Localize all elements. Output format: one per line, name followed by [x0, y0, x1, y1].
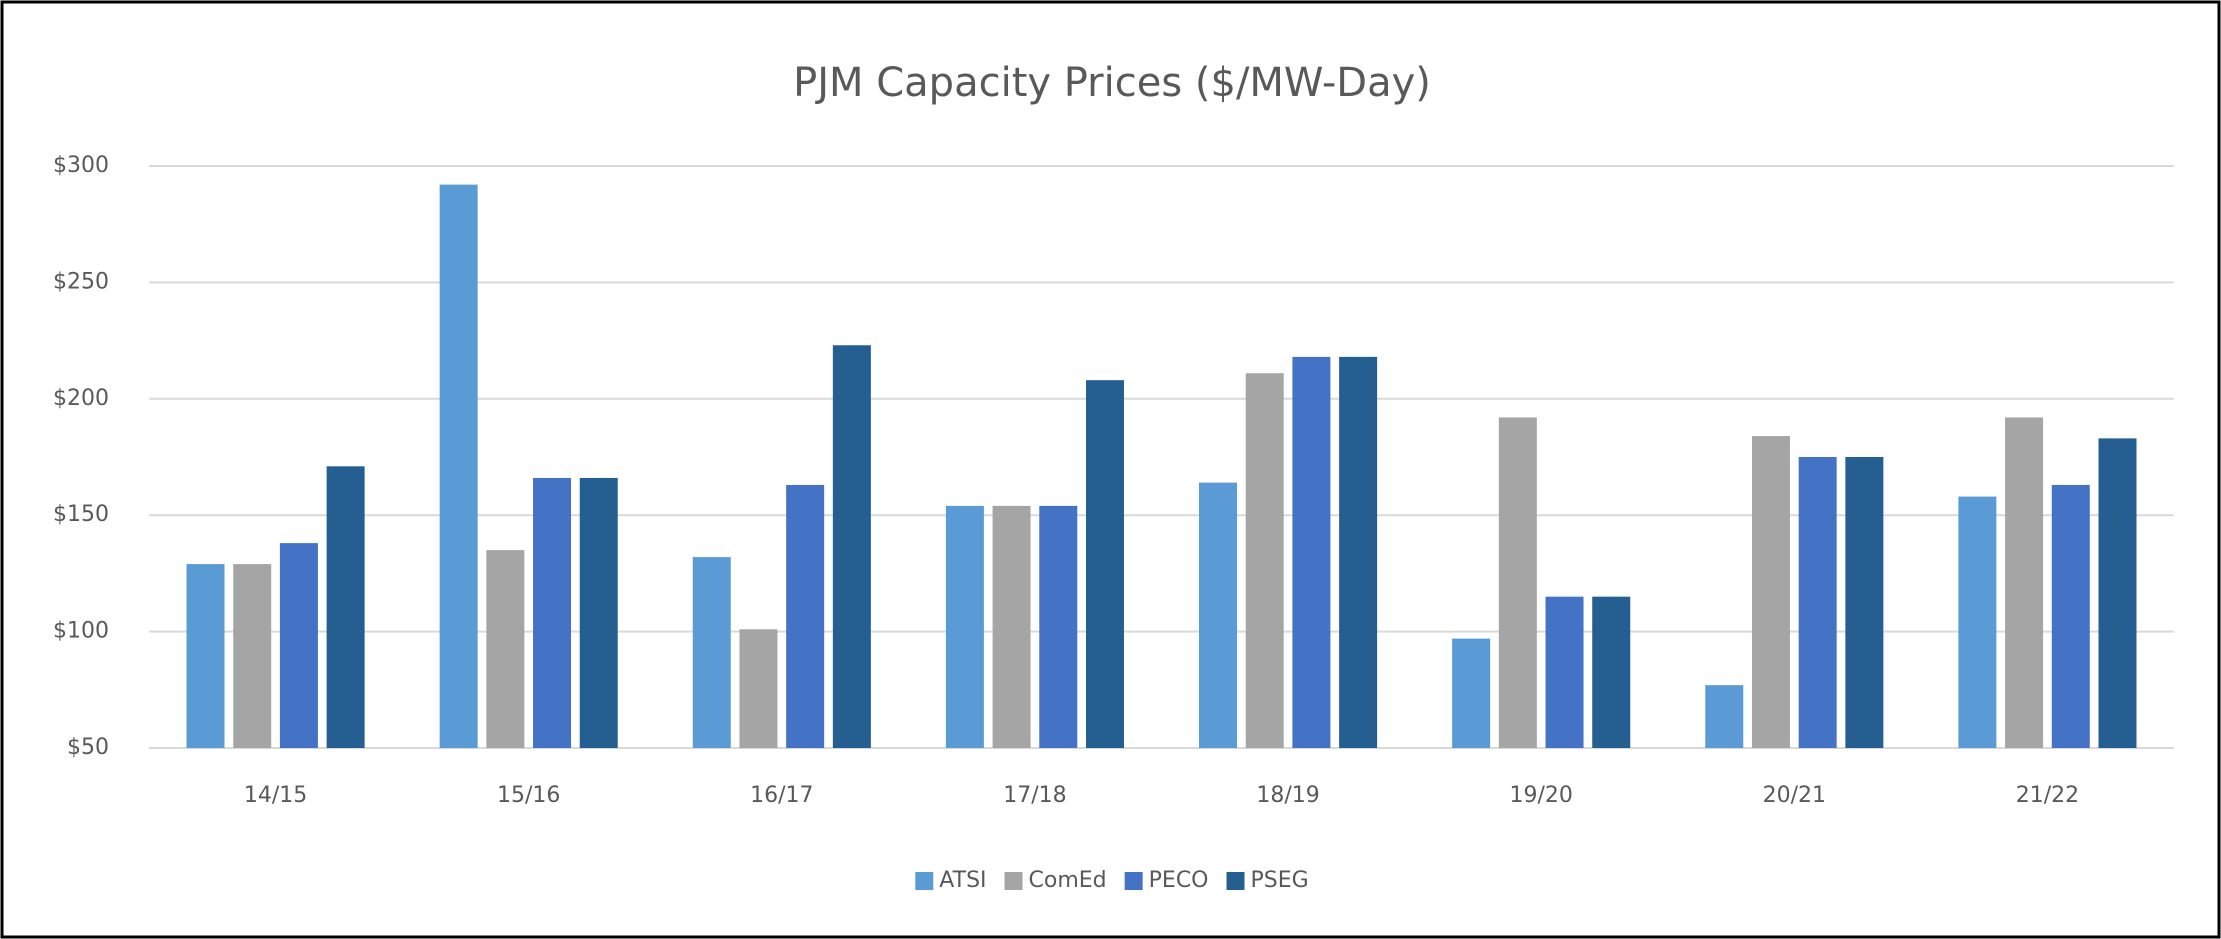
- x-tick-label: 14/15: [244, 783, 307, 808]
- bar: [1199, 482, 1238, 748]
- bar: [1751, 436, 1790, 748]
- legend-swatch: [915, 872, 934, 890]
- bar: [832, 345, 871, 748]
- legend-swatch: [1124, 872, 1143, 890]
- legend-label: ATSI: [939, 868, 986, 893]
- legend-label: ComEd: [1029, 868, 1107, 893]
- bar: [1705, 685, 1744, 748]
- legend-label: PSEG: [1251, 868, 1309, 893]
- y-tick-label: $250: [53, 269, 109, 294]
- bar: [233, 564, 272, 748]
- x-tick-label: 20/21: [1763, 783, 1826, 808]
- y-tick-label: $300: [53, 153, 109, 178]
- bar: [2005, 417, 2044, 748]
- x-tick-label: 21/22: [2016, 783, 2079, 808]
- bar: [945, 505, 984, 748]
- bar: [279, 543, 318, 748]
- bar: [1039, 505, 1078, 748]
- bar: [533, 477, 572, 748]
- bar: [1498, 417, 1537, 748]
- bar: [1452, 638, 1491, 748]
- bar: [1085, 380, 1124, 748]
- bar: [579, 477, 618, 748]
- bar: [1798, 457, 1837, 748]
- bar: [1245, 373, 1284, 748]
- bar: [786, 484, 825, 748]
- bar: [2098, 438, 2137, 748]
- y-tick-label: $150: [53, 502, 109, 527]
- bar: [739, 629, 778, 748]
- x-tick-label: 15/16: [497, 783, 560, 808]
- bar: [692, 557, 731, 748]
- x-tick-label: 19/20: [1509, 783, 1572, 808]
- x-tick-label: 18/19: [1256, 783, 1319, 808]
- bar: [1845, 457, 1884, 748]
- legend-label: PECO: [1149, 868, 1209, 893]
- chart-title: PJM Capacity Prices ($/MW-Day): [793, 60, 1431, 106]
- y-tick-label: $200: [53, 386, 109, 411]
- bar: [1545, 596, 1584, 748]
- x-tick-label: 17/18: [1003, 783, 1066, 808]
- x-tick-label: 16/17: [750, 783, 813, 808]
- bar: [1592, 596, 1631, 748]
- bar: [439, 184, 478, 748]
- bar: [486, 550, 525, 748]
- bar: [186, 564, 225, 748]
- bar: [2051, 484, 2090, 748]
- legend-swatch: [1226, 872, 1245, 890]
- y-tick-label: $100: [53, 619, 109, 644]
- bar: [1958, 496, 1997, 748]
- bar: [326, 466, 365, 748]
- legend-swatch: [1004, 872, 1023, 890]
- bar: [992, 505, 1031, 748]
- bar: [1292, 356, 1331, 748]
- bar: [1339, 356, 1378, 748]
- y-tick-label: $50: [67, 735, 109, 760]
